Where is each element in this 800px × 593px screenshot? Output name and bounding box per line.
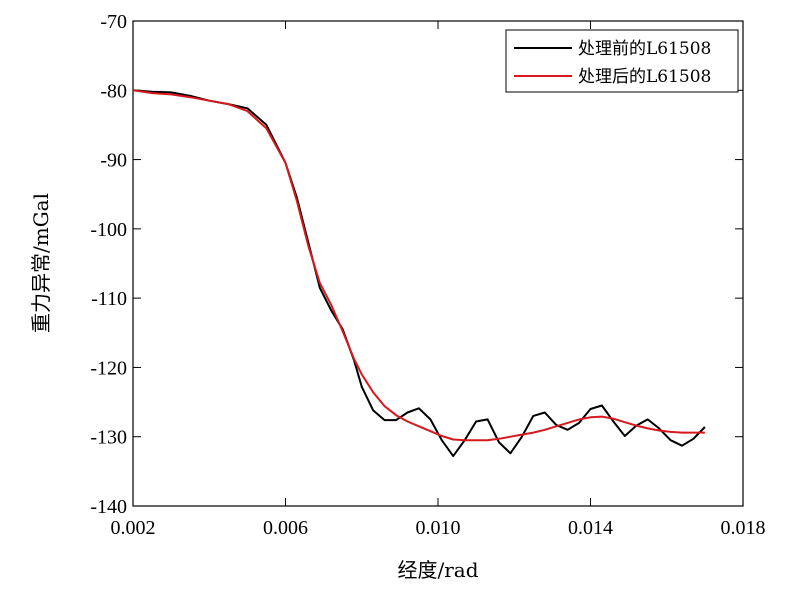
x-tick-label: 0.010: [416, 517, 461, 539]
y-axis-label: 重力异常/mGal: [29, 193, 53, 333]
x-tick-label: 0.006: [263, 517, 308, 539]
legend-label-after: 处理后的L61508: [578, 67, 711, 87]
y-tick-label: -120: [90, 357, 127, 379]
x-tick-label: 0.018: [721, 517, 766, 539]
x-axis: 0.002 0.006 0.010 0.014 0.018: [111, 21, 766, 539]
y-tick-label: -80: [100, 80, 127, 102]
series-line-after: [132, 89, 705, 442]
legend-label-before: 处理前的L61508: [578, 39, 711, 59]
y-tick-label: -100: [90, 219, 127, 241]
y-axis: -70 -80 -90 -100 -110 -120 -130 -140: [90, 11, 743, 518]
x-axis-label: 经度/rad: [397, 558, 478, 582]
series-layer: [132, 89, 706, 458]
x-tick-label: 0.002: [111, 517, 156, 539]
x-tick-label: 0.014: [568, 517, 613, 539]
y-tick-label: -110: [91, 288, 127, 310]
legend-box: [505, 29, 739, 93]
y-tick-label: -70: [100, 11, 127, 33]
legend: 处理前的L61508 处理后的L61508: [505, 29, 739, 93]
y-tick-label: -130: [90, 427, 127, 449]
y-tick-label: -140: [90, 496, 127, 518]
plot-area: [132, 20, 744, 507]
y-tick-label: -90: [100, 150, 127, 172]
